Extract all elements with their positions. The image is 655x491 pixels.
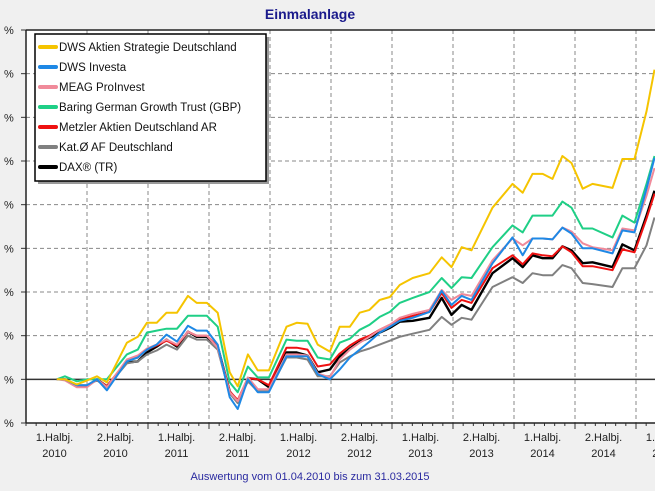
x-tick-label-period: 2.Halbj. — [219, 432, 256, 444]
x-tick-label-period: 2.Halbj. — [97, 432, 134, 444]
x-tick-label-year: 2014 — [530, 448, 554, 460]
x-tick-label-period: 1.Halbj. — [158, 432, 195, 444]
x-tick-label-period: 1.Halbj. — [646, 432, 655, 444]
x-tick-label-year: 2010 — [103, 448, 127, 460]
x-tick-label-period: 1.Halbj. — [280, 432, 317, 444]
x-tick-label-year: 2013 — [408, 448, 432, 460]
legend-label: MEAG ProInvest — [59, 82, 145, 94]
legend-label: Kat.Ø AF Deutschland — [59, 142, 173, 154]
x-tick-label-period: 2.Halbj. — [585, 432, 622, 444]
x-tick-label-year: 2011 — [165, 448, 189, 460]
y-tick-label: % — [4, 200, 14, 212]
x-tick-label-year: 2012 — [286, 448, 310, 460]
x-tick-label-period: 2.Halbj. — [463, 432, 500, 444]
y-tick-label: % — [4, 418, 14, 430]
x-tick-label-year: 2012 — [347, 448, 371, 460]
y-tick-label: % — [4, 374, 14, 386]
legend-label: DWS Investa — [59, 62, 127, 74]
series-line — [56, 157, 655, 410]
y-tick-label: % — [4, 156, 14, 168]
y-tick-label: % — [4, 112, 14, 124]
series-line — [56, 155, 655, 394]
legend-label: Baring German Growth Trust (GBP) — [59, 102, 241, 114]
legend-label: DAX® (TR) — [59, 162, 117, 174]
x-tick-label-year: 2011 — [226, 448, 250, 460]
x-tick-label-year: 2013 — [469, 448, 493, 460]
legend-box — [34, 33, 267, 182]
y-tick-label: % — [4, 287, 14, 299]
chart-footer: Auswertung vom 01.04.2010 bis zum 31.03.… — [190, 471, 429, 483]
x-tick-label-period: 1.Halbj. — [36, 432, 73, 444]
x-tick-label-year: 2014 — [591, 448, 615, 460]
series-line — [56, 69, 655, 388]
series-line — [56, 190, 655, 404]
x-tick-label-period: 1.Halbj. — [524, 432, 561, 444]
x-tick-label-period: 1.Halbj. — [402, 432, 439, 444]
y-tick-label: % — [4, 25, 14, 37]
legend-label: DWS Aktien Strategie Deutschland — [59, 42, 237, 54]
y-tick-label: % — [4, 331, 14, 343]
legend: DWS Aktien Strategie Deutschland DWS Inve… — [34, 33, 267, 182]
y-tick-label: % — [4, 243, 14, 255]
legend-label: Metzler Aktien Deutschland AR — [59, 122, 217, 134]
series-line — [56, 217, 655, 405]
x-tick-label-year: 2010 — [42, 448, 66, 460]
x-tick-label-period: 2.Halbj. — [341, 432, 378, 444]
chart-title: Einmalanlage — [265, 6, 355, 22]
x-tick-label-year: 2015 — [652, 448, 655, 460]
y-tick-label: % — [4, 69, 14, 81]
